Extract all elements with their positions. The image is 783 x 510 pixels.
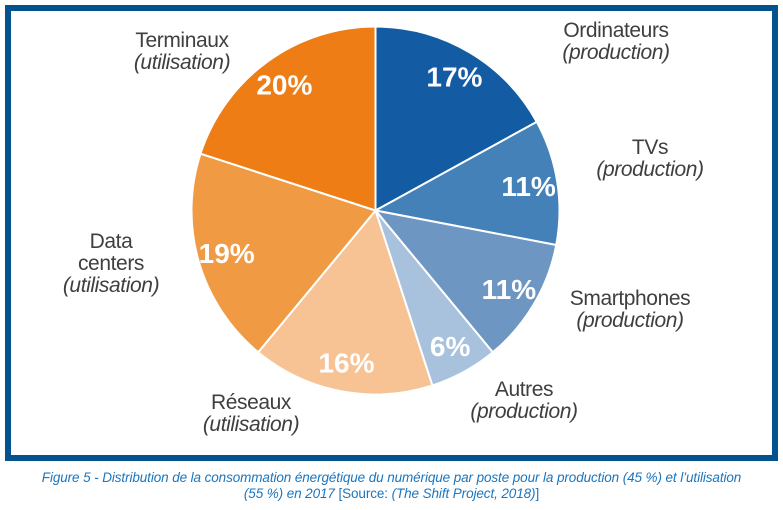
caption-source-label: [Source: <box>338 486 388 501</box>
pie-slice-ordinateurs <box>374 25 538 212</box>
caption-year-text: (55 %) en 2017 <box>243 486 335 501</box>
figure-caption: Figure 5 - Distribution de la consommati… <box>0 470 783 502</box>
pie-slice-value-ordinateurs: 17% <box>426 62 482 93</box>
pie-slice-data-centers <box>190 152 377 354</box>
caption-source-text: (The Shift Project, 2018) <box>391 486 536 501</box>
pie-slice-value-data-centers: 19% <box>199 238 255 269</box>
pie-slice-value-smartphones: 11% <box>482 274 537 305</box>
pie-slice-value-autres: 6% <box>430 331 471 362</box>
pie-slice-tvs <box>374 120 561 246</box>
caption-text: Figure 5 - Distribution de la consommati… <box>41 470 742 485</box>
caption-source-bracket: ] <box>535 486 540 501</box>
pie-slice-value-r-seaux: 16% <box>318 347 374 378</box>
pie-slice-smartphones <box>374 209 558 354</box>
pie-slice-r-seaux <box>257 209 434 396</box>
pie-slice-value-tvs: 11% <box>501 171 556 202</box>
caption-line-2: (55 %) en 2017 [Source: (The Shift Proje… <box>0 486 783 502</box>
pie-slice-terminaux <box>199 25 377 212</box>
caption-line-1: Figure 5 - Distribution de la consommati… <box>0 470 783 486</box>
pie-slice-value-terminaux: 20% <box>256 70 312 101</box>
